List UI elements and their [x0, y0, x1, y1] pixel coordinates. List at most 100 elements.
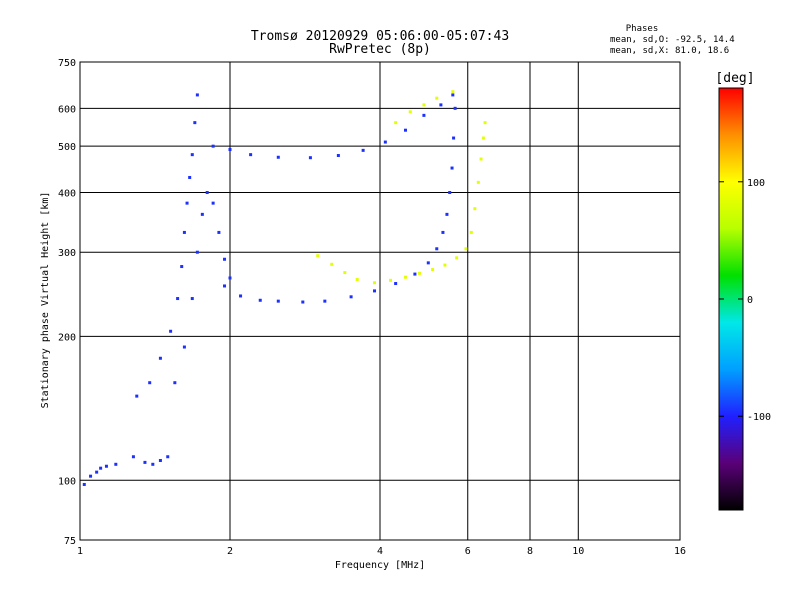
x-tick-label: 10 [572, 546, 584, 557]
y-tick-label: 200 [58, 332, 76, 343]
data-point [408, 110, 412, 114]
x-tick-label: 4 [377, 546, 383, 557]
data-point [95, 470, 99, 474]
y-axis-ticks: 75 100 200 300 400 500 600 750 [58, 58, 76, 547]
data-point [308, 156, 312, 160]
y-tick-label: 750 [58, 58, 76, 69]
data-point [89, 474, 93, 478]
x-tick-label: 1 [77, 546, 83, 557]
data-point [316, 254, 320, 258]
data-point [343, 271, 347, 275]
data-point [413, 272, 417, 276]
y-tick-label: 75 [64, 536, 76, 547]
data-point [211, 144, 215, 148]
chart-subtitle: RwPretec (8p) [329, 42, 431, 57]
data-point [445, 212, 449, 216]
data-point [464, 247, 468, 251]
data-point [205, 190, 209, 194]
data-point [135, 394, 139, 398]
data-point [151, 462, 155, 466]
data-point [439, 103, 443, 107]
data-point [422, 103, 426, 107]
data-point [114, 462, 118, 466]
data-point [450, 166, 454, 170]
data-point [452, 136, 456, 140]
data-point [469, 230, 473, 234]
data-point [173, 381, 177, 385]
data-point [479, 157, 483, 161]
data-point [394, 282, 398, 286]
data-point [389, 278, 393, 282]
data-point [188, 175, 192, 179]
data-point [323, 299, 327, 303]
colorbar-tick-label: 0 [747, 295, 753, 306]
x-tick-label: 2 [227, 546, 233, 557]
data-point [473, 207, 477, 211]
data-point [451, 90, 455, 94]
data-point [403, 275, 407, 279]
x-tick-label: 16 [674, 546, 686, 557]
data-point [223, 257, 227, 261]
data-point [228, 148, 232, 152]
data-point [426, 261, 430, 265]
data-point [431, 268, 435, 272]
data-point [435, 96, 439, 100]
data-point [453, 106, 457, 110]
data-point [239, 294, 243, 298]
data-point [373, 281, 377, 285]
data-point [211, 201, 215, 205]
data-point [82, 482, 86, 486]
data-point [223, 284, 227, 288]
data-point [217, 230, 221, 234]
data-point [361, 148, 365, 152]
data-point [158, 356, 162, 360]
data-point [455, 256, 459, 260]
data-point [276, 299, 280, 303]
colorbar-label: [deg] [715, 71, 754, 86]
data-point [355, 278, 359, 282]
data-points [82, 90, 487, 486]
data-point [448, 190, 452, 194]
y-tick-label: 300 [58, 248, 76, 259]
y-tick-label: 400 [58, 188, 76, 199]
data-point [336, 154, 340, 158]
data-point [330, 262, 334, 266]
data-point [435, 247, 439, 251]
data-point [131, 455, 135, 459]
data-point [383, 140, 387, 144]
data-point [481, 136, 485, 140]
data-point [301, 300, 305, 304]
data-point [180, 265, 184, 269]
data-point [417, 271, 421, 275]
x-axis-label: Frequency [MHz] [335, 560, 425, 571]
data-point [451, 93, 455, 97]
data-point [394, 121, 398, 125]
data-point [185, 201, 189, 205]
colorbar-tick-label: 100 [747, 178, 765, 189]
data-point [422, 113, 426, 117]
data-point [158, 458, 162, 462]
y-axis-label: Stationary phase Virtual Height [km] [40, 192, 51, 409]
colorbar-frame [718, 87, 744, 511]
colorbar-tick-label: -100 [747, 412, 771, 423]
colorbar-ticks: 100 0 -100 [718, 87, 771, 511]
data-point [195, 250, 199, 254]
data-point [373, 289, 377, 293]
stats-heading: Phases [626, 24, 659, 34]
y-tick-label: 500 [58, 142, 76, 153]
data-point [166, 455, 170, 459]
data-point [249, 153, 253, 157]
data-point [441, 230, 445, 234]
data-point [143, 460, 147, 464]
data-point [190, 297, 194, 301]
chart-title: Tromsø 20120929 05:06:00-05:07:43 [251, 29, 509, 44]
data-point [276, 155, 280, 159]
y-tick-label: 100 [58, 476, 76, 487]
data-point [200, 212, 204, 216]
stats-line-x: mean, sd,X: 81.0, 18.6 [610, 46, 729, 56]
plot-frame [79, 61, 681, 541]
data-point [403, 128, 407, 132]
data-point [193, 121, 197, 125]
data-point [104, 464, 108, 468]
